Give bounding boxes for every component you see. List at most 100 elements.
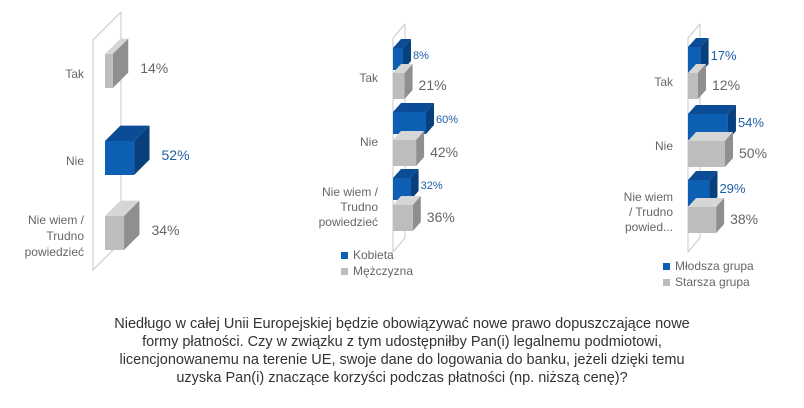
category-label-line: powiedzieć: [319, 215, 378, 229]
data-label: 36%: [427, 209, 455, 225]
data-label: 14%: [140, 60, 168, 76]
bar-3-top: [105, 200, 140, 216]
bar-1-side: [112, 38, 129, 88]
bar-gray-2-front: [393, 140, 417, 166]
category-label: Tak: [359, 71, 379, 85]
legend-label: Młodsza grupa: [675, 259, 754, 273]
bar-gray-3-front: [393, 205, 413, 231]
legend-label: Mężczyzna: [353, 264, 413, 278]
category-label: Nie: [360, 135, 378, 149]
legend-swatch: [663, 279, 670, 286]
category-label-line: Nie: [66, 154, 84, 168]
category-label: Tak: [65, 67, 85, 81]
bar-blue-2-top: [688, 105, 736, 114]
category-label: Tak: [654, 75, 674, 89]
bar-1-front: [105, 54, 113, 88]
legend-swatch: [663, 263, 670, 270]
bar-2-top: [105, 125, 150, 141]
chart-by-gender: 8% 21% Tak 60% 42% Nie 32% 36% Nie wiem / Trudno p…: [319, 23, 458, 278]
bar-gray-2: [688, 132, 733, 167]
data-label: 52%: [162, 147, 190, 163]
bar-gray-3-side: [412, 196, 421, 231]
category-label: Nie wiem / Trudno powiedzieć: [319, 185, 379, 229]
bar-3: [105, 200, 140, 250]
category-label-line: Tak: [654, 75, 674, 89]
bar-blue-1-top: [688, 38, 709, 47]
bar-blue-2-side: [727, 105, 736, 140]
data-label: 42%: [430, 144, 458, 160]
bar-3-front: [105, 216, 125, 250]
bar-gray-1: [688, 64, 706, 99]
data-label: 21%: [419, 77, 447, 93]
question-caption: Niedługo w całej Unii Europejskiej będzi…: [40, 315, 764, 387]
bar-gray-1-front: [688, 73, 698, 99]
bar-gray-2-top: [393, 131, 425, 140]
category-label-line: powiedzieć: [25, 245, 84, 259]
data-label: 12%: [712, 77, 740, 93]
chart-by-age: 17% 12% Tak 54% 50% Nie 29% 38% Nie wiem / Trudno…: [624, 23, 767, 289]
category-label: Nie: [66, 154, 84, 168]
data-label: 29%: [719, 181, 745, 196]
caption-line-2: formy płatności. Czy w związku z tym udo…: [142, 334, 662, 350]
bar-blue-1-front: [393, 48, 403, 70]
data-label: 34%: [151, 222, 179, 238]
category-label-line: Nie wiem /: [322, 185, 379, 199]
caption-line-4: uzyska Pan(i) znaczące korzyści podczas …: [176, 370, 628, 386]
bar-blue-1-top: [393, 39, 411, 48]
bar-3-side: [124, 200, 140, 250]
category-label-line: Tak: [359, 71, 379, 85]
axis-walls: [392, 23, 406, 254]
bar-blue-3: [393, 169, 419, 200]
bar-gray-1-top: [688, 64, 706, 73]
data-label: 38%: [730, 211, 758, 227]
bar-2-front: [105, 141, 135, 175]
bar-gray-1-side: [698, 64, 706, 99]
bar-2-side: [134, 125, 150, 175]
bar-1-top: [105, 38, 129, 54]
chart-overall: 14% Tak 52% Nie 34% Nie wiem / Trudno powiedzie…: [25, 11, 190, 272]
data-label: 8%: [413, 50, 429, 62]
data-label: 60%: [436, 114, 458, 126]
category-label-line: Trudno: [340, 200, 378, 214]
bar-gray-2-front: [688, 141, 725, 167]
category-label-line: powied...: [625, 220, 673, 234]
category-label: Nie wiem / Trudno powied...: [624, 190, 674, 234]
bar-blue-3-top: [688, 171, 718, 180]
bar-gray-2-side: [725, 132, 733, 167]
legend-label: Starsza grupa: [675, 275, 750, 289]
bar-gray-3-top: [393, 196, 421, 205]
bar-blue-3-top: [393, 169, 419, 178]
bar-blue-3-side: [709, 171, 718, 206]
data-label: 17%: [711, 48, 737, 63]
bar-gray-2: [393, 131, 425, 166]
data-label: 54%: [738, 115, 764, 130]
bar-gray-1-top: [393, 64, 413, 73]
bar-gray-3: [688, 198, 725, 233]
bar-gray-1-side: [404, 64, 413, 99]
category-label-line: Nie wiem /: [28, 213, 85, 227]
category-label: Nie wiem / Trudno powiedzieć: [25, 213, 85, 259]
data-label: 50%: [739, 145, 767, 161]
bar-blue-1: [393, 39, 411, 70]
category-label-line: Nie: [360, 135, 378, 149]
caption-line-1: Niedługo w całej Unii Europejskiej będzi…: [114, 316, 690, 332]
bar-gray-3: [393, 196, 421, 231]
data-label: 32%: [421, 180, 443, 192]
category-label-line: Tak: [65, 67, 85, 81]
bar-gray-1: [393, 64, 413, 99]
bar-gray-3-side: [716, 198, 725, 233]
bar-blue-2: [393, 103, 434, 134]
bar-blue-3-side: [410, 169, 419, 200]
legend-swatch: [341, 252, 348, 259]
bar-blue-3-front: [393, 178, 411, 200]
bar-gray-2-top: [688, 132, 733, 141]
legend-swatch: [341, 268, 348, 275]
bar-1: [105, 38, 129, 88]
bar-gray-3-top: [688, 198, 725, 207]
bar-gray-3-front: [688, 207, 717, 233]
bar-blue-2-top: [393, 103, 434, 112]
category-label-line: Nie wiem: [624, 190, 673, 204]
bar-gray-1-front: [393, 73, 405, 99]
bar-blue-1-side: [403, 39, 411, 70]
